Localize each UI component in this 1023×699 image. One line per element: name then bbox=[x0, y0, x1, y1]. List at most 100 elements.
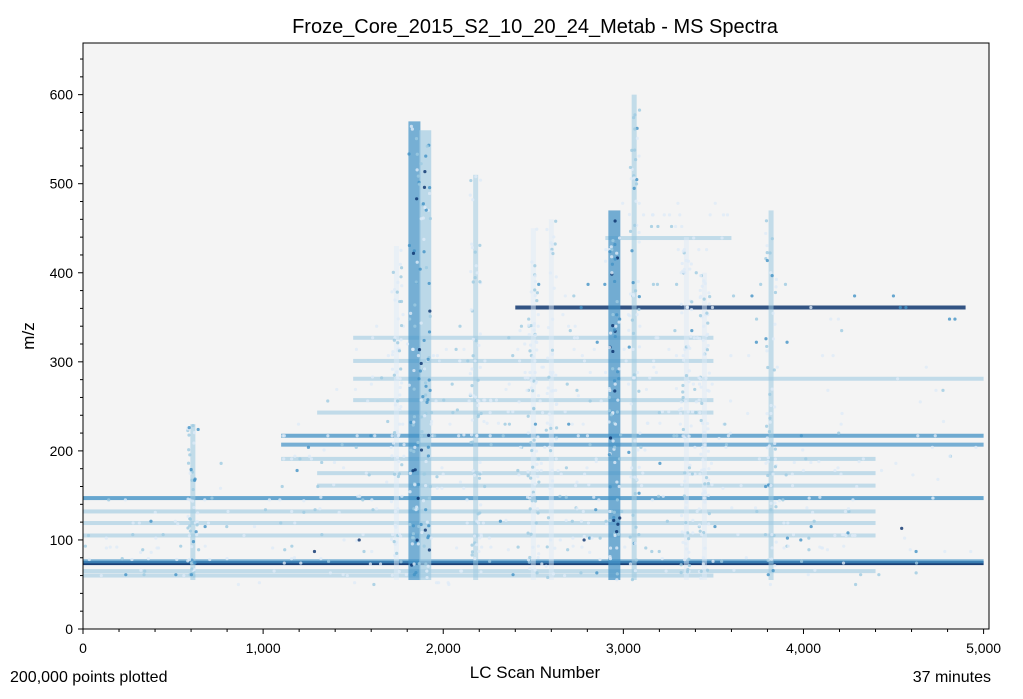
data-point bbox=[581, 422, 585, 426]
x-axis: 0 1,000 2,000 3,000 4,000 5,000 bbox=[79, 629, 1001, 656]
data-point bbox=[390, 573, 394, 577]
data-point bbox=[476, 378, 480, 382]
data-point bbox=[422, 237, 426, 241]
data-point bbox=[705, 333, 709, 338]
data-point bbox=[425, 569, 429, 573]
data-point bbox=[483, 398, 487, 402]
data-point bbox=[389, 500, 394, 504]
data-point bbox=[631, 331, 636, 335]
data-point bbox=[189, 573, 194, 577]
data-point bbox=[934, 388, 938, 392]
data-point bbox=[353, 387, 358, 392]
data-point bbox=[643, 448, 647, 452]
data-point bbox=[690, 329, 694, 333]
data-point bbox=[681, 395, 685, 400]
data-point bbox=[611, 323, 615, 328]
data-point bbox=[523, 370, 527, 375]
data-point bbox=[554, 275, 558, 279]
data-point bbox=[392, 338, 396, 342]
data-point bbox=[607, 452, 611, 457]
data-point bbox=[483, 359, 487, 363]
data-point bbox=[739, 484, 743, 488]
data-point bbox=[681, 358, 686, 362]
data-point bbox=[773, 447, 777, 451]
data-point bbox=[416, 440, 420, 445]
data-point bbox=[435, 486, 439, 490]
data-point bbox=[633, 289, 638, 293]
data-point bbox=[570, 519, 574, 523]
data-point bbox=[410, 563, 414, 567]
data-point bbox=[705, 311, 709, 315]
data-point bbox=[257, 581, 261, 585]
data-point bbox=[613, 279, 617, 284]
data-point bbox=[414, 137, 419, 141]
data-point bbox=[697, 248, 701, 252]
data-point bbox=[634, 525, 638, 529]
data-point bbox=[771, 472, 775, 476]
data-point bbox=[551, 370, 555, 375]
data-point bbox=[529, 386, 533, 390]
data-point bbox=[435, 353, 439, 358]
data-point bbox=[579, 305, 583, 310]
data-point bbox=[478, 332, 482, 336]
data-point bbox=[916, 434, 920, 438]
data-point bbox=[694, 410, 698, 415]
data-point bbox=[683, 436, 687, 440]
data-point bbox=[107, 498, 111, 502]
data-point bbox=[506, 410, 510, 414]
data-point bbox=[532, 492, 536, 497]
data-point bbox=[488, 559, 492, 563]
data-point bbox=[458, 359, 462, 363]
data-point bbox=[192, 431, 197, 435]
data-point bbox=[442, 398, 446, 402]
data-point bbox=[675, 282, 679, 286]
point-layer bbox=[83, 108, 978, 587]
data-point bbox=[179, 544, 183, 548]
data-point bbox=[658, 421, 662, 425]
data-point bbox=[191, 487, 195, 492]
data-point bbox=[640, 484, 644, 488]
data-point bbox=[673, 224, 678, 229]
data-point bbox=[691, 382, 696, 386]
data-point bbox=[914, 561, 919, 565]
data-point bbox=[161, 532, 165, 537]
data-point bbox=[710, 305, 715, 310]
data-point bbox=[755, 509, 759, 514]
data-point bbox=[399, 266, 404, 270]
data-point bbox=[768, 582, 773, 587]
data-point bbox=[617, 484, 621, 489]
data-point bbox=[532, 328, 536, 332]
data-point bbox=[694, 400, 698, 404]
data-point bbox=[624, 359, 628, 363]
data-point bbox=[195, 523, 199, 527]
data-point bbox=[318, 507, 322, 511]
data-point bbox=[840, 411, 844, 416]
data-point bbox=[368, 562, 372, 566]
data-point bbox=[210, 496, 214, 500]
data-point bbox=[413, 303, 417, 307]
data-point bbox=[532, 379, 536, 383]
data-point bbox=[548, 423, 552, 427]
data-point bbox=[807, 536, 811, 540]
data-point bbox=[753, 506, 758, 510]
data-point bbox=[396, 474, 401, 479]
data-point bbox=[465, 498, 469, 502]
data-point bbox=[681, 383, 685, 388]
data-point bbox=[131, 521, 135, 525]
data-point bbox=[783, 282, 788, 286]
data-point bbox=[879, 468, 884, 473]
data-point bbox=[414, 280, 418, 284]
data-point bbox=[608, 509, 612, 514]
data-point bbox=[765, 251, 769, 255]
data-point bbox=[192, 505, 196, 510]
scan-band bbox=[683, 237, 689, 581]
data-point bbox=[586, 282, 590, 286]
data-point bbox=[692, 336, 696, 340]
data-point bbox=[173, 519, 177, 523]
data-point bbox=[637, 465, 641, 469]
data-point bbox=[528, 566, 532, 571]
data-point bbox=[609, 331, 613, 335]
data-point bbox=[471, 394, 476, 398]
data-point bbox=[529, 379, 533, 383]
data-point bbox=[688, 463, 692, 467]
